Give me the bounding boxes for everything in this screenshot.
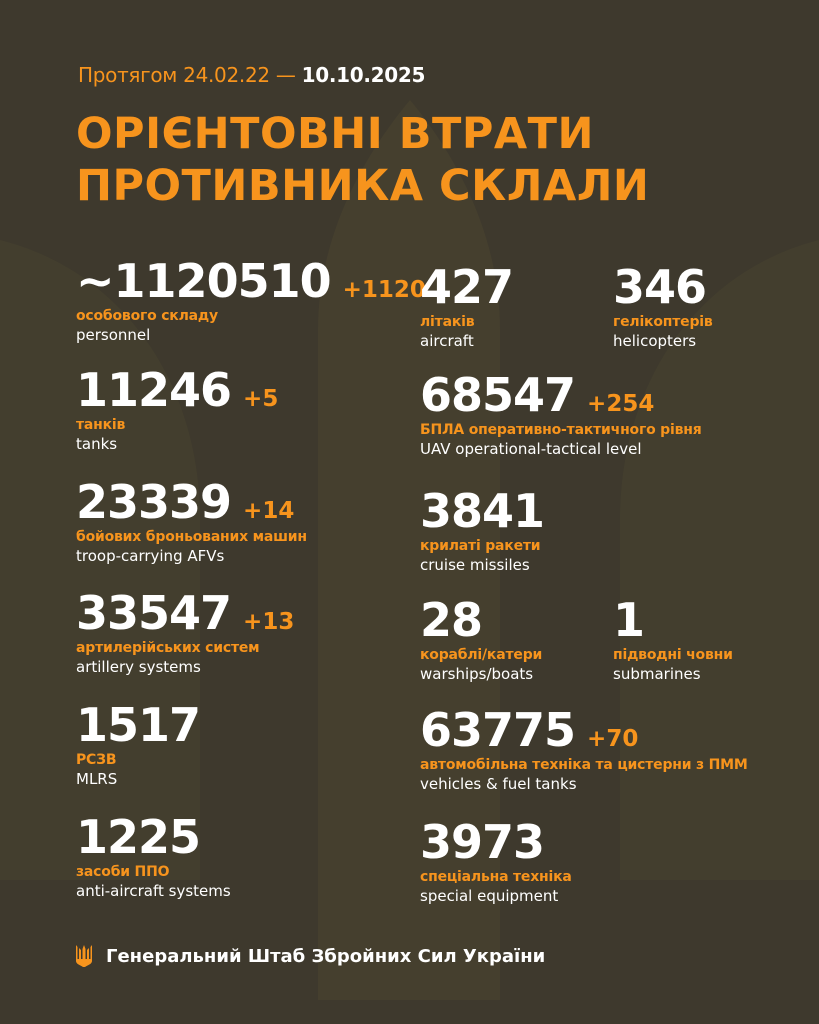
stat-vehicles: 63775 +70 автомобільна техніка та цистерн…: [420, 707, 748, 793]
stat-helicopters: 346 гелікоптерів helicopters: [613, 264, 713, 350]
stat-value: 1517: [76, 698, 201, 752]
stat-label-en: submarines: [613, 665, 701, 683]
stat-label-en: MLRS: [76, 770, 118, 788]
stat-label-en: artillery systems: [76, 658, 201, 676]
stat-label-ua: автомобільна техніка та цистерни з ПММ: [420, 757, 748, 773]
stat-warships: 28 кораблі/катери warships/boats: [420, 597, 542, 683]
stat-value: 63775: [420, 703, 576, 757]
stat-value: 11246: [76, 363, 232, 417]
stat-label-ua: підводні човни: [613, 647, 733, 663]
stat-artillery: 33547 +13 артилерійських систем artillery…: [76, 590, 294, 676]
period: Протягом 24.02.22 — 10.10.2025: [78, 63, 425, 87]
stat-label-ua: бойових броньованих машин: [76, 529, 307, 545]
period-end-date: 10.10.2025: [301, 63, 426, 87]
stat-value: 1: [613, 593, 645, 647]
stat-mlrs: 1517 РСЗВ MLRS: [76, 698, 201, 788]
stat-delta: +5: [243, 386, 279, 412]
stat-label-ua: спеціальна техніка: [420, 869, 572, 885]
stat-label-ua: крилаті ракети: [420, 538, 541, 554]
stat-label-ua: РСЗВ: [76, 752, 117, 768]
stat-label-ua: засоби ППО: [76, 864, 170, 880]
stat-label-ua: особового складу: [76, 308, 218, 324]
stat-label-ua: кораблі/катери: [420, 647, 543, 663]
stat-cruise-missiles: 3841 крилаті ракети cruise missiles: [420, 484, 545, 574]
stat-label-en: helicopters: [613, 332, 697, 350]
stat-special-equipment: 3973 спеціальна техніка special equipmen…: [420, 819, 572, 905]
stat-label-ua: гелікоптерів: [613, 314, 713, 330]
stat-aircraft: 427 літаків aircraft: [420, 260, 514, 350]
page-title: ОРІЄНТОВНІ ВТРАТИ ПРОТИВНИКА СКЛАЛИ: [76, 108, 649, 212]
stat-label-en: warships/boats: [420, 665, 534, 683]
stat-label-en: tanks: [76, 435, 118, 453]
stat-delta: +70: [587, 726, 639, 752]
stat-delta: +14: [243, 498, 295, 524]
stat-value: 3973: [420, 815, 545, 869]
footer: Генеральний Штаб Збройних Сил України: [76, 945, 545, 967]
stat-label-en: UAV operational-tactical level: [420, 440, 642, 458]
stat-delta: +254: [587, 391, 655, 417]
stat-label-ua: артилерійських систем: [76, 640, 260, 656]
stat-label-en: personnel: [76, 326, 151, 344]
stat-label-en: special equipment: [420, 887, 559, 905]
stat-label-en: aircraft: [420, 332, 474, 350]
stat-air-defense: 1225 засоби ППО anti-aircraft systems: [76, 814, 231, 900]
stat-value: ~1120510: [76, 254, 332, 308]
stat-label-en: cruise missiles: [420, 556, 530, 574]
stat-label-en: vehicles & fuel tanks: [420, 775, 577, 793]
org-name: Генеральний Штаб Збройних Сил України: [106, 945, 546, 967]
stat-label-en: anti-aircraft systems: [76, 882, 231, 900]
stat-uav: 68547 +254 БПЛА оперативно-тактичного рів…: [420, 372, 702, 458]
stat-label-ua: танків: [76, 417, 126, 433]
stat-personnel: ~1120510 +1120 особового складу personnel: [76, 258, 426, 344]
stat-afv: 23339 +14 бойових броньованих машин troop…: [76, 479, 307, 565]
stat-value: 346: [613, 260, 707, 314]
period-start: Протягом 24.02.22 —: [78, 63, 296, 87]
stat-value: 3841: [420, 484, 545, 538]
stat-label-ua: літаків: [420, 314, 475, 330]
stat-delta: +13: [243, 609, 295, 635]
stat-label-en: troop-carrying AFVs: [76, 547, 225, 565]
stat-value: 1225: [76, 810, 201, 864]
stat-tanks: 11246 +5 танків tanks: [76, 367, 278, 453]
title-line-2: ПРОТИВНИКА СКЛАЛИ: [76, 161, 650, 211]
stat-submarines: 1 підводні човни submarines: [613, 597, 733, 683]
stat-value: 68547: [420, 368, 576, 422]
stat-value: 28: [420, 593, 483, 647]
trident-icon: [76, 945, 92, 967]
stat-value: 33547: [76, 586, 232, 640]
title-line-1: ОРІЄНТОВНІ ВТРАТИ: [76, 109, 594, 159]
stat-label-ua: БПЛА оперативно-тактичного рівня: [420, 422, 702, 438]
stat-delta: +1120: [342, 277, 426, 303]
stat-value: 23339: [76, 475, 232, 529]
stat-value: 427: [420, 260, 514, 314]
